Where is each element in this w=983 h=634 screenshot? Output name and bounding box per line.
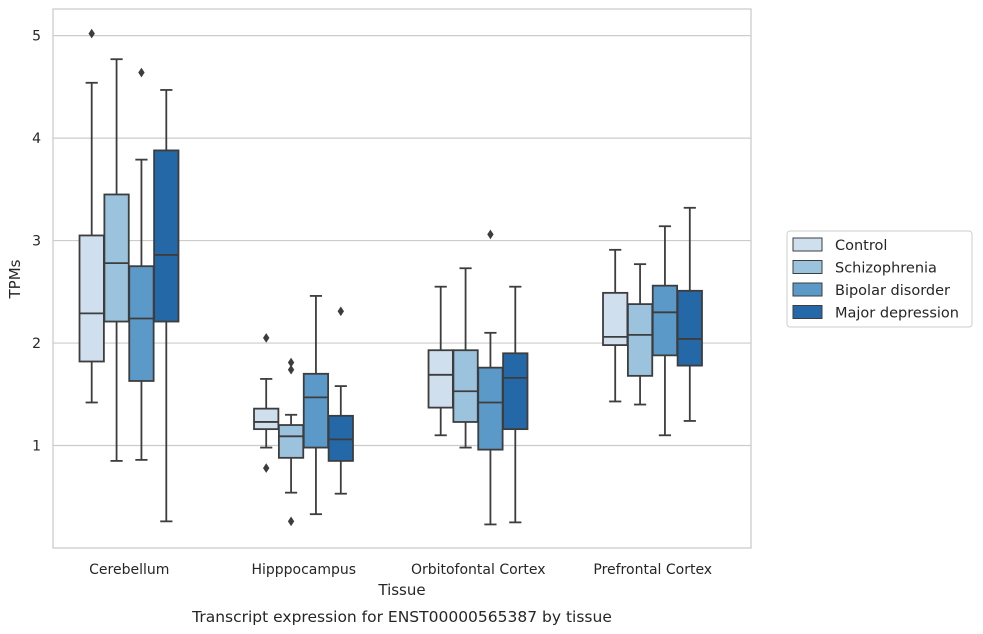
box-bipolar-disorder: [128, 67, 155, 461]
y-tick-label: 1: [32, 439, 41, 455]
legend-swatch: [792, 237, 823, 252]
box-iqr: [327, 414, 354, 462]
box-major-depression: [502, 285, 529, 524]
y-tick-label: 2: [32, 336, 41, 352]
chart-caption: Transcript expression for ENST0000056538…: [191, 608, 612, 626]
outlier-point: [487, 229, 494, 240]
box-iqr: [452, 349, 479, 423]
box-iqr: [253, 407, 280, 431]
box-major-depression: [153, 89, 180, 523]
box-major-depression: [327, 306, 354, 495]
x-tick-label: Hipppocampus: [251, 562, 356, 578]
y-axis-label: TPMs: [6, 259, 24, 299]
x-tick-label: Prefrontal Cortex: [593, 562, 712, 578]
x-tick-label: Orbitofontal Cortex: [411, 562, 546, 578]
box-bipolar-disorder: [651, 225, 679, 437]
box-iqr: [477, 366, 504, 451]
y-tick-label: 3: [32, 234, 41, 250]
y-tick-label: 4: [32, 131, 41, 147]
box-iqr: [651, 284, 679, 357]
box-iqr: [676, 289, 703, 367]
legend-label: Major depression: [835, 306, 959, 322]
legend-swatch: [792, 260, 823, 274]
box-iqr: [128, 265, 155, 382]
box-iqr: [302, 372, 330, 449]
legend: Control Schizophrenia Bipolar disorder Majo…: [786, 230, 973, 328]
box-control: [427, 285, 454, 437]
outlier-point: [138, 67, 145, 78]
legend-swatch: [792, 282, 823, 297]
box-iqr: [103, 193, 130, 323]
outlier-point: [263, 333, 270, 343]
outlier-point: [88, 28, 95, 39]
box-schizophrenia: [277, 357, 305, 527]
box-control: [602, 248, 629, 403]
outlier-point: [287, 357, 295, 368]
box-iqr: [626, 303, 654, 377]
box-bipolar-disorder: [302, 295, 330, 516]
x-axis-label: Tissue: [377, 581, 425, 599]
y-tick-label: 5: [32, 29, 41, 45]
legend-label: Bipolar disorder: [835, 283, 950, 299]
outlier-point: [287, 364, 295, 375]
box-iqr: [153, 149, 180, 323]
outlier-point: [337, 306, 345, 317]
boxes: [78, 28, 703, 527]
y-tick-labels: 1 2 3 4 5: [32, 29, 41, 455]
box-iqr: [277, 424, 305, 459]
outlier-point: [263, 463, 270, 473]
legend-label: Control: [835, 238, 887, 254]
box-control: [253, 333, 280, 473]
x-tick-label: Cerebellum: [89, 562, 169, 578]
box-iqr: [78, 234, 105, 363]
box-iqr: [502, 352, 529, 431]
legend-frame: [786, 230, 973, 328]
box-bipolar-disorder: [477, 229, 504, 526]
outlier-point: [287, 516, 295, 527]
box-major-depression: [676, 206, 703, 422]
box-schizophrenia: [103, 58, 130, 462]
legend-label: Schizophrenia: [835, 261, 937, 277]
box-iqr: [427, 349, 454, 409]
legend-swatch: [792, 305, 823, 319]
x-tick-labels: Cerebellum Hipppocampus Orbitofontal Corte…: [89, 562, 712, 578]
box-schizophrenia: [626, 263, 654, 406]
box-control: [78, 28, 105, 404]
